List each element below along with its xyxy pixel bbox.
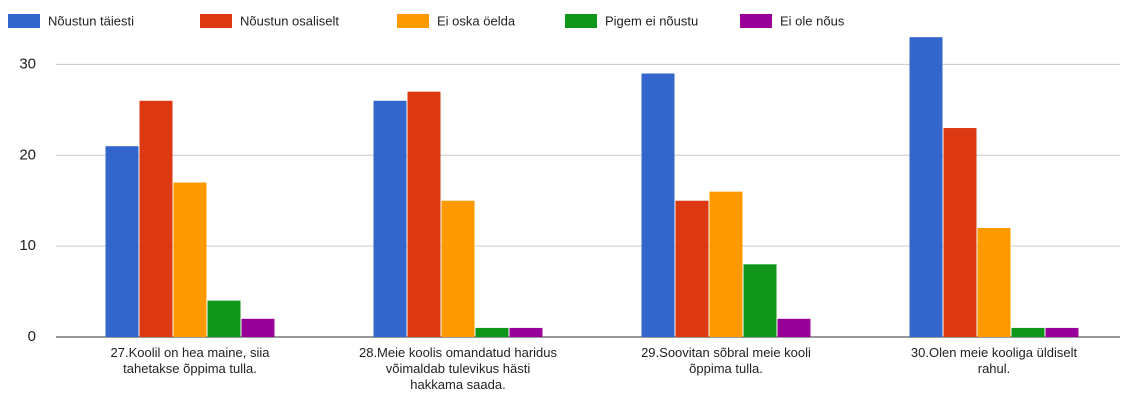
bar [173,182,207,337]
bar [909,37,943,338]
legend-label: Ei ole nõus [780,13,845,28]
legend-swatch [200,14,232,28]
bar [641,73,675,337]
x-tick-label: 27.Koolil on hea maine, siia tahetakse õ… [110,345,270,376]
bar [777,318,811,337]
legend-label: Nõustun täiesti [48,13,134,28]
bar [1011,327,1045,337]
bar [675,200,709,337]
legend-swatch [8,14,40,28]
y-tick-label: 10 [19,237,36,254]
bar [241,318,275,337]
y-tick-label: 20 [19,146,36,163]
bar [1045,327,1079,337]
bar [139,100,173,338]
bar [509,327,543,337]
legend-swatch [565,14,597,28]
bar [441,200,475,337]
legend-label: Pigem ei nõustu [605,13,698,28]
bar [373,100,407,338]
y-tick-label: 30 [19,55,36,72]
legend-label: Ei oska öelda [437,13,516,28]
bar [407,91,441,337]
bar [475,327,509,337]
x-tick-label: 30.Olen meie kooliga üldiselt rahul. [910,345,1078,376]
bar [709,191,743,337]
bar [943,128,977,337]
y-tick-label: 0 [28,328,36,345]
bar [743,264,777,337]
bar [105,146,139,337]
x-tick-label: 29.Soovitan sõbral meie kooli õppima tul… [641,345,811,376]
legend-swatch [397,14,429,28]
bar [207,300,241,337]
bar [977,227,1011,337]
legend-swatch [740,14,772,28]
x-tick-label: 28.Meie koolis omandatud haridus võimald… [358,345,557,392]
legend-label: Nõustun osaliselt [240,13,339,28]
